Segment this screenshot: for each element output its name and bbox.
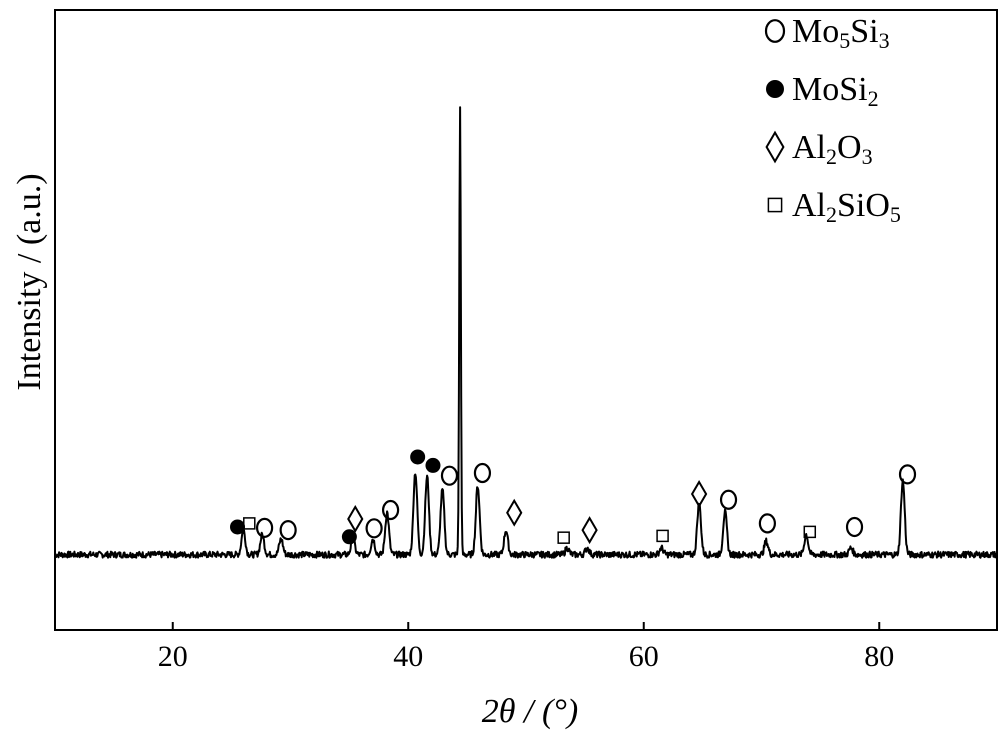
open-circle-marker	[440, 465, 459, 486]
plot-frame	[54, 9, 998, 631]
legend-subscript: 2	[826, 144, 837, 169]
legend-item: MoSi2	[766, 71, 879, 111]
series-line-xrd-pattern	[54, 106, 998, 559]
y-axis-title: Intensity / (a.u.)	[11, 173, 48, 390]
filled-circle-marker	[341, 529, 357, 545]
legend-subscript: 2	[826, 202, 837, 227]
open-circle-marker	[279, 519, 297, 541]
x-axis-title-text: 2θ / (°)	[482, 693, 578, 730]
open-circle-marker	[758, 513, 776, 534]
open-circle-marker	[381, 499, 400, 521]
legend-item: Al2O3	[765, 129, 873, 169]
filled-circle-marker	[410, 449, 426, 465]
open-circle-marker	[365, 518, 383, 539]
legend-text-part: Al	[792, 187, 826, 224]
x-tick-label: 80	[864, 640, 894, 673]
open-circle-marker	[845, 516, 864, 538]
diamond-marker	[765, 130, 785, 164]
legend-subscript: 2	[868, 86, 879, 111]
square-marker	[557, 531, 570, 544]
legend-subscript: 5	[890, 202, 901, 227]
diamond-marker	[690, 479, 708, 508]
x-tick-label: 40	[393, 640, 423, 673]
legend-subscript: 5	[839, 28, 850, 53]
diamond-marker	[347, 504, 364, 533]
square-marker	[803, 525, 817, 539]
legend-text-part: MoSi	[792, 71, 868, 108]
plot-area	[54, 9, 998, 631]
legend-text-part: Al	[792, 129, 826, 166]
legend-text-part: Mo	[792, 13, 839, 50]
legend-subscript: 3	[879, 28, 890, 53]
x-tick-label: 20	[158, 640, 188, 673]
legend-item: Mo5Si3	[764, 13, 890, 53]
open-circle-marker	[719, 489, 738, 510]
filled-circle-marker	[766, 80, 784, 98]
legend-label: Al2O3	[792, 129, 873, 169]
x-axis-title: 2θ / (°)	[482, 693, 578, 730]
x-axis-tick-labels: 20 40 60 80	[158, 640, 895, 673]
square-marker	[243, 517, 256, 530]
open-circle-marker	[255, 517, 274, 538]
filled-circle-marker	[230, 519, 246, 535]
x-tick-label: 60	[629, 640, 659, 673]
open-circle-marker	[764, 19, 786, 43]
legend-text-part: SiO	[837, 187, 890, 224]
legend-subscript: 3	[862, 144, 873, 169]
peak-markers	[230, 449, 917, 545]
legend-label: MoSi2	[792, 71, 879, 111]
square-marker	[656, 529, 669, 543]
square-marker	[767, 197, 783, 213]
legend-item: Al2SiO5	[767, 187, 901, 227]
x-axis-ticks	[171, 622, 881, 630]
legend-text-part: Si	[850, 13, 878, 50]
diamond-marker	[506, 498, 523, 527]
legend-text-part: O	[837, 129, 862, 166]
legend-label: Al2SiO5	[792, 187, 901, 227]
diamond-marker	[581, 516, 598, 545]
open-circle-marker	[473, 462, 492, 484]
legend-label: Mo5Si3	[792, 13, 890, 53]
filled-circle-marker	[425, 457, 441, 473]
open-circle-marker	[898, 464, 917, 485]
